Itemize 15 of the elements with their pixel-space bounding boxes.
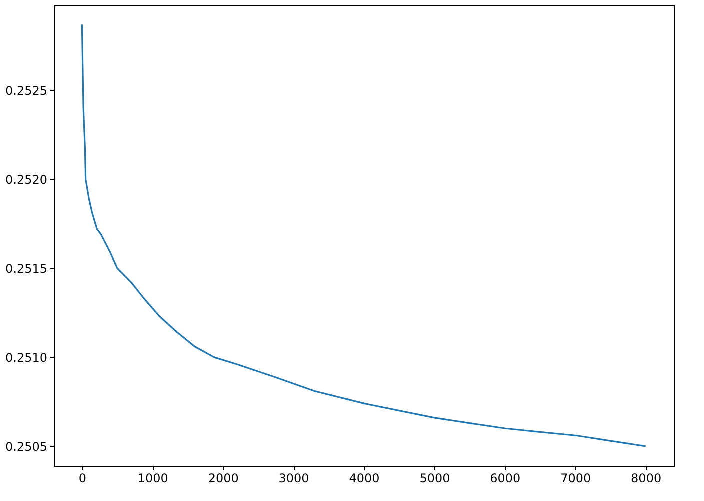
y-tick-label: 0.2525 [6, 84, 48, 98]
x-tick-label: 1000 [138, 472, 168, 486]
y-tick-label: 0.2505 [6, 440, 48, 454]
x-tick-label: 8000 [631, 472, 662, 486]
line-series [81, 24, 647, 448]
x-tick-label: 4000 [349, 472, 380, 486]
y-tick-label: 0.2515 [6, 262, 48, 276]
y-tick-label: 0.2510 [6, 350, 48, 365]
x-tick-label: 2000 [208, 472, 239, 486]
x-tick-label: 7000 [560, 472, 592, 486]
x-tick-label: 6000 [490, 472, 521, 486]
x-tick-label: 0 [78, 472, 86, 486]
y-tick-label: 0.2520 [6, 172, 48, 187]
x-tick-label: 5000 [420, 472, 450, 486]
x-tick-label: 3000 [278, 472, 310, 486]
